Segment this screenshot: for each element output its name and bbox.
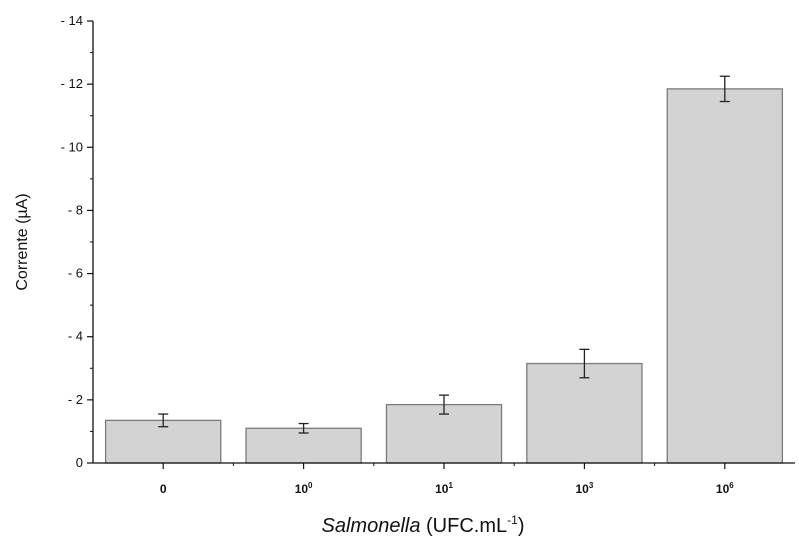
- bar: [526, 362, 643, 464]
- x-axis-title-italic: Salmonella: [322, 515, 421, 537]
- x-tick-label-base: 10: [295, 482, 309, 496]
- y-axis-title: Corrente (µA): [14, 193, 31, 290]
- y-tick-label: - 4: [68, 329, 83, 344]
- x-tick-label-base: 0: [160, 482, 167, 496]
- x-tick-label-exponent: 1: [448, 481, 453, 490]
- bar: [666, 88, 784, 464]
- y-tick-label: - 14: [61, 13, 83, 28]
- x-axis-title-exponent: -1: [507, 513, 518, 527]
- x-tick-label-exponent: 3: [589, 481, 594, 490]
- x-tick-label-base: 10: [716, 482, 730, 496]
- axes-group: 0- 2- 4- 6- 8- 10- 12- 140 100 101 103 106: [61, 13, 795, 496]
- x-tick-label: 100: [295, 481, 313, 496]
- y-tick-label: - 12: [61, 76, 83, 91]
- bar: [104, 419, 222, 464]
- x-tick-label-base: 10: [575, 482, 589, 496]
- x-tick-label-exponent: 0: [308, 481, 313, 490]
- y-tick-label: - 2: [68, 392, 83, 407]
- x-tick-label: 103: [575, 481, 593, 496]
- x-tick-label: 0: [160, 482, 167, 496]
- x-tick-label: 106: [716, 481, 734, 496]
- error-bars-group: [158, 75, 730, 434]
- y-tick-label: - 8: [68, 202, 83, 217]
- x-tick-label-exponent: 6: [729, 481, 734, 490]
- x-tick-label-base: 10: [435, 482, 449, 496]
- x-axis-title-close: ): [518, 515, 525, 537]
- y-tick-label: 0: [76, 455, 83, 470]
- x-axis-title: Salmonella (UFC.mL-1): [322, 513, 525, 537]
- y-tick-label: - 10: [61, 139, 83, 154]
- x-tick-label: 101: [435, 481, 453, 496]
- x-axis-title-unit: (UFC.mL: [420, 515, 507, 537]
- y-tick-label: - 6: [68, 266, 83, 281]
- bar: [245, 427, 362, 464]
